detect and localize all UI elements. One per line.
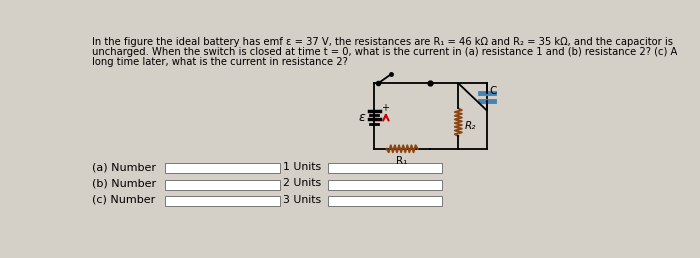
Bar bbox=[328, 163, 442, 173]
Bar bbox=[165, 180, 280, 190]
Bar bbox=[165, 196, 280, 206]
Text: In the figure the ideal battery has emf ε = 37 V, the resistances are R₁ = 46 kΩ: In the figure the ideal battery has emf … bbox=[92, 37, 673, 47]
Bar bbox=[328, 180, 442, 190]
Text: 1 Units: 1 Units bbox=[283, 162, 321, 172]
Bar bbox=[165, 163, 280, 173]
Text: +: + bbox=[382, 103, 389, 113]
Text: R₁: R₁ bbox=[396, 156, 408, 166]
Text: (b) Number: (b) Number bbox=[92, 179, 156, 188]
Bar bbox=[328, 196, 442, 206]
Text: ε: ε bbox=[358, 111, 365, 124]
Text: 3 Units: 3 Units bbox=[283, 195, 321, 205]
Text: C: C bbox=[489, 86, 496, 96]
Text: (a) Number: (a) Number bbox=[92, 162, 156, 172]
Text: uncharged. When the switch is closed at time t = 0, what is the current in (a) r: uncharged. When the switch is closed at … bbox=[92, 47, 678, 57]
Text: long time later, what is the current in resistance 2?: long time later, what is the current in … bbox=[92, 57, 348, 67]
Text: 2 Units: 2 Units bbox=[283, 179, 321, 188]
Text: R₂: R₂ bbox=[465, 121, 476, 131]
Text: (c) Number: (c) Number bbox=[92, 195, 155, 205]
